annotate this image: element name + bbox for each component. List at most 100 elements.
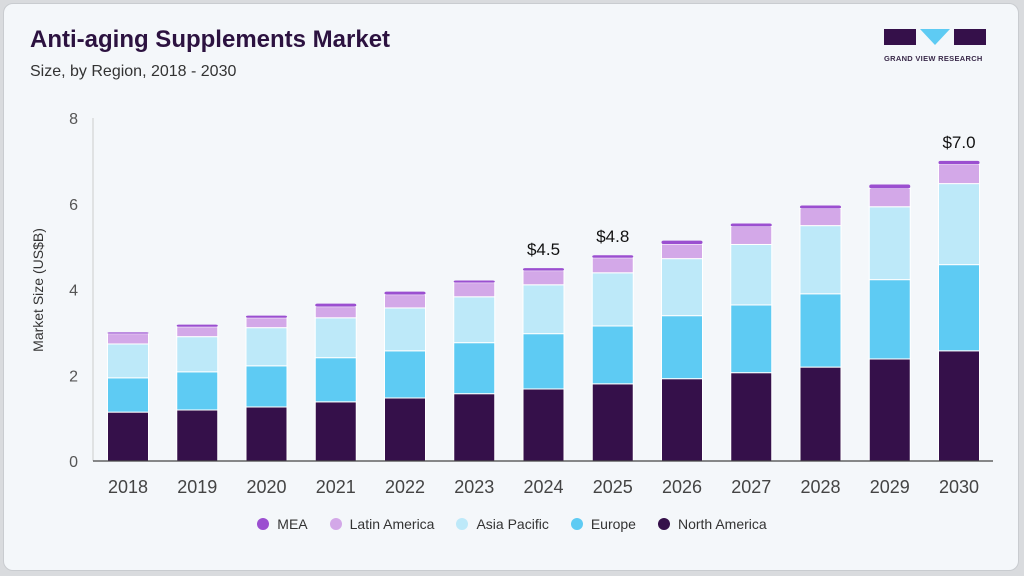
bar-segment-mea bbox=[315, 303, 357, 307]
bar-segment-mea bbox=[453, 280, 495, 283]
legend-label: North America bbox=[677, 516, 767, 532]
bar-segment-asia-pacific bbox=[730, 243, 773, 306]
bar-segment-asia-pacific bbox=[522, 284, 565, 335]
bar-segment-latin-america bbox=[661, 243, 703, 260]
y-tick-label: 6 bbox=[69, 197, 78, 214]
legend-swatch-icon bbox=[657, 518, 670, 530]
bar-segment-north-america bbox=[661, 378, 703, 462]
x-tick-label: 2029 bbox=[870, 477, 910, 497]
bar-segment-north-america bbox=[453, 393, 496, 462]
y-tick-label: 0 bbox=[69, 454, 78, 471]
bar-segment-asia-pacific bbox=[868, 206, 911, 281]
bar-segment-north-america bbox=[522, 388, 565, 462]
y-tick-label: 2 bbox=[69, 368, 78, 385]
legend-swatch-icon bbox=[456, 518, 469, 530]
bar-segment-europe bbox=[176, 371, 219, 411]
bar-segment-asia-pacific bbox=[591, 272, 634, 327]
x-tick-label: 2019 bbox=[177, 477, 217, 497]
bar-segment-asia-pacific bbox=[661, 258, 703, 317]
bar-segment-asia-pacific bbox=[245, 327, 288, 367]
bar-segment-latin-america bbox=[453, 282, 496, 298]
bar-segment-europe bbox=[522, 333, 565, 390]
bar-segment-north-america bbox=[107, 411, 149, 462]
bar-segment-europe bbox=[314, 357, 357, 403]
bar-segment-latin-america bbox=[591, 257, 634, 274]
bar-segment-europe bbox=[868, 279, 911, 360]
legend-swatch-icon bbox=[329, 518, 342, 530]
bar-segment-europe bbox=[938, 264, 980, 352]
bar-segment-north-america bbox=[384, 397, 426, 462]
y-tick-label: 8 bbox=[69, 111, 78, 128]
bar-segment-europe bbox=[107, 377, 149, 413]
bar-segment-europe bbox=[661, 315, 703, 380]
bar-segment-asia-pacific bbox=[799, 225, 842, 295]
x-tick-label: 2018 bbox=[108, 477, 148, 497]
bar-segment-asia-pacific bbox=[176, 336, 219, 373]
legend-swatch-icon bbox=[257, 518, 270, 530]
bar-segment-europe bbox=[591, 325, 634, 385]
bar-segment-north-america bbox=[799, 366, 842, 462]
bar-segment-europe bbox=[384, 350, 426, 399]
bar-segment-asia-pacific bbox=[314, 317, 357, 359]
bar-segment-latin-america bbox=[384, 294, 426, 309]
chart-card bbox=[3, 3, 1019, 571]
bar-segment-asia-pacific bbox=[453, 296, 496, 344]
legend-item: Europe bbox=[570, 516, 636, 532]
bar-segment-mea bbox=[523, 268, 564, 271]
bar-segment-north-america bbox=[938, 350, 980, 462]
grand-view-research-logo: GRAND VIEW RESEARCH bbox=[884, 28, 986, 63]
bar-segment-asia-pacific bbox=[938, 183, 980, 266]
bar-segment-mea bbox=[938, 160, 980, 165]
logo-mark-icon bbox=[884, 29, 986, 45]
legend-label: Europe bbox=[590, 516, 636, 532]
data-label: $7.0 bbox=[942, 133, 975, 152]
bar-segment-north-america bbox=[730, 372, 773, 462]
legend-label: Latin America bbox=[349, 516, 435, 532]
legend-item: North America bbox=[657, 516, 767, 532]
bar-segment-europe bbox=[245, 365, 288, 408]
bar-segment-mea bbox=[869, 184, 911, 189]
x-tick-label: 2021 bbox=[316, 477, 356, 497]
bar-segment-north-america bbox=[868, 358, 911, 462]
chart-title: Anti-aging Supplements Market bbox=[30, 26, 391, 53]
data-label: $4.5 bbox=[527, 240, 560, 259]
bar-segment-mea bbox=[384, 291, 426, 295]
x-tick-label: 2022 bbox=[385, 477, 425, 497]
bar-segment-north-america bbox=[245, 406, 288, 462]
legend-label: MEA bbox=[277, 516, 308, 532]
legend-label: Asia Pacific bbox=[476, 516, 549, 532]
legend-item: MEA bbox=[257, 516, 308, 532]
bar-segment-latin-america bbox=[868, 187, 911, 208]
x-tick-label: 2027 bbox=[731, 477, 771, 497]
x-tick-label: 2028 bbox=[800, 477, 840, 497]
bar-segment-latin-america bbox=[938, 163, 980, 185]
legend-item: Latin America bbox=[329, 516, 435, 532]
x-tick-label: 2030 bbox=[939, 477, 979, 497]
bar-segment-europe bbox=[730, 304, 773, 374]
bar-segment-latin-america bbox=[176, 326, 219, 338]
chart-subtitle: Size, by Region, 2018 - 2030 bbox=[30, 63, 237, 80]
bar-segment-north-america bbox=[314, 401, 357, 462]
bar-segment-mea bbox=[661, 240, 703, 245]
bar-segment-latin-america bbox=[107, 333, 149, 345]
x-tick-label: 2026 bbox=[662, 477, 702, 497]
x-tick-label: 2020 bbox=[246, 477, 286, 497]
bar-segment-latin-america bbox=[522, 270, 565, 286]
bar-segment-latin-america bbox=[314, 306, 357, 319]
bar-segment-north-america bbox=[176, 409, 219, 462]
bar-segment-latin-america bbox=[799, 207, 842, 227]
logo-text: GRAND VIEW RESEARCH bbox=[884, 54, 983, 63]
x-tick-label: 2025 bbox=[593, 477, 633, 497]
legend-swatch-icon bbox=[570, 518, 583, 530]
bar-segment-mea bbox=[246, 315, 287, 318]
bar-segment-latin-america bbox=[730, 225, 773, 245]
bar-segment-mea bbox=[592, 255, 634, 258]
y-tick-label: 4 bbox=[69, 283, 78, 300]
y-axis-title: Market Size (US$B) bbox=[30, 228, 46, 352]
bar-segment-mea bbox=[800, 205, 841, 209]
legend: MEA Latin America Asia Pacific Europe North … bbox=[0, 516, 1024, 532]
bar-segment-asia-pacific bbox=[384, 307, 426, 352]
bar-segment-north-america bbox=[591, 383, 634, 462]
legend-item: Asia Pacific bbox=[456, 516, 549, 532]
